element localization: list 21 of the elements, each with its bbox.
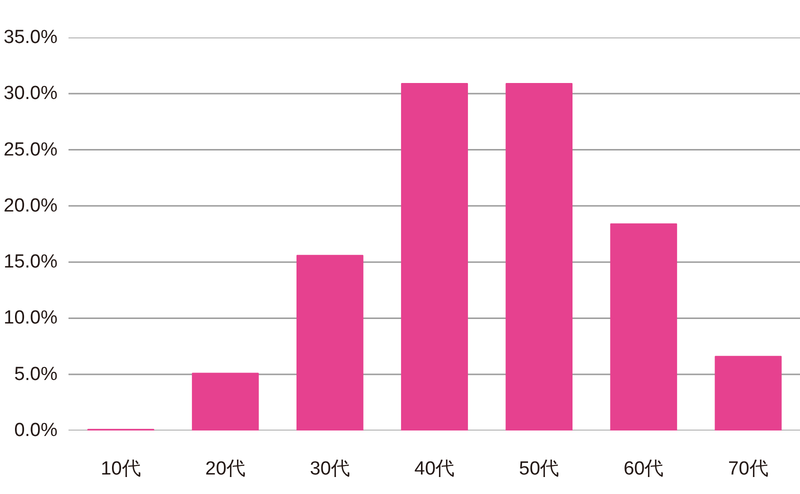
y-tick-label: 0.0% <box>14 420 58 441</box>
bar <box>296 254 364 430</box>
y-tick-label: 15.0% <box>4 252 58 273</box>
y-tick-label: 30.0% <box>4 83 58 104</box>
bar <box>714 356 782 430</box>
bar <box>401 83 468 430</box>
x-tick-label: 50代 <box>519 458 560 480</box>
bar <box>506 83 573 430</box>
x-tick-label: 20代 <box>205 458 246 480</box>
x-tick-label: 30代 <box>310 458 350 480</box>
y-tick-label: 35.0% <box>4 27 58 48</box>
x-tick-label: 10代 <box>100 458 141 480</box>
y-tick-label: 5.0% <box>14 364 58 385</box>
x-tick-label: 70代 <box>728 458 768 480</box>
y-tick-label: 10.0% <box>4 308 58 329</box>
bar <box>610 223 678 430</box>
y-tick-label: 25.0% <box>4 139 58 160</box>
y-tick-label: 20.0% <box>4 195 58 216</box>
x-tick-label: 60代 <box>624 458 664 480</box>
x-tick-label: 40代 <box>414 458 455 480</box>
bar <box>192 372 259 430</box>
